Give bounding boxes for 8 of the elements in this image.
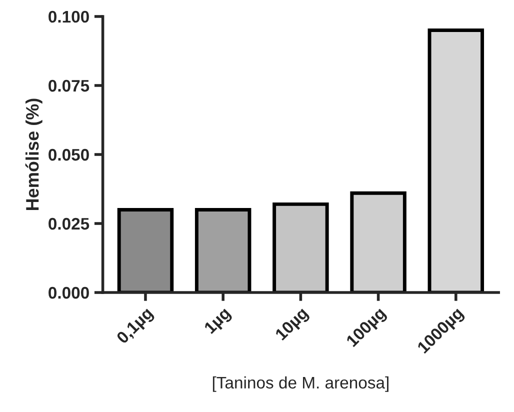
y-axis-title: Hemólise (%): [25, 98, 42, 210]
y-tick-label: 0.050: [48, 148, 89, 161]
y-tick-label: 0.100: [48, 10, 89, 23]
x-tick-label: 1µg: [204, 306, 234, 336]
y-tick-label: 0.025: [48, 218, 90, 230]
y-tick-label: 0.075: [48, 80, 90, 92]
y-tick-label: 0.000: [48, 286, 89, 299]
x-axis-title: [Taninos de M. arenosa]: [212, 376, 388, 392]
